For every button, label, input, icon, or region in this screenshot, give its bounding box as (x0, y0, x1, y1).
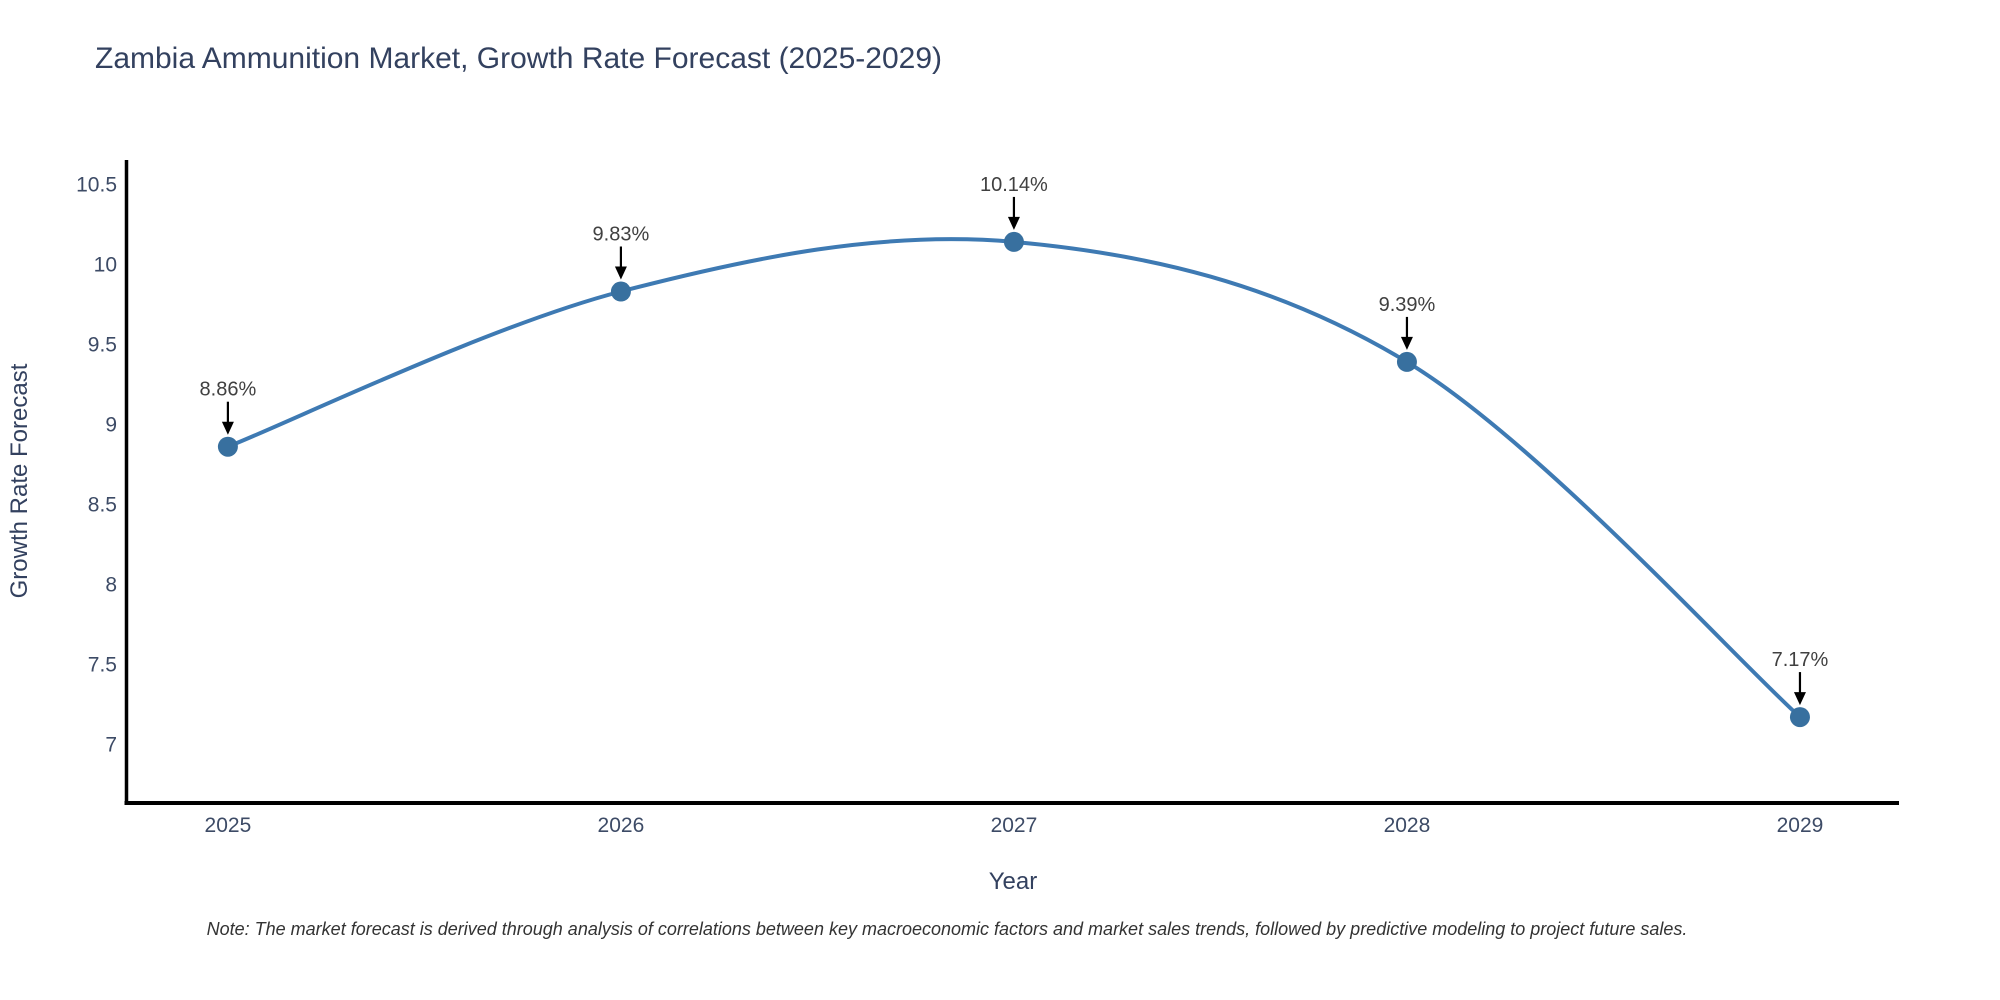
x-axis-tick-labels: 2025 2026 2027 2028 2029 (205, 814, 1824, 837)
x-tick-label: 2028 (1384, 814, 1431, 837)
data-point[interactable] (610, 281, 631, 302)
point-value-label: 9.39% (1379, 294, 1436, 316)
series-line-path (225, 237, 1802, 720)
chart-title: Zambia Ammunition Market, Growth Rate Fo… (95, 42, 942, 75)
data-point[interactable] (1003, 231, 1024, 252)
x-axis-title: Year (989, 868, 1038, 895)
annotation-arrowhead-icon (614, 266, 627, 280)
annotation-arrowhead-icon (1007, 216, 1020, 230)
y-axis-title: Growth Rate Forecast (6, 363, 33, 598)
point-value-label: 8.86% (200, 379, 257, 401)
y-tick-label: 10 (94, 253, 117, 276)
y-axis-tick-labels: 7 7.5 8 8.5 9 9.5 10 10.5 (76, 173, 117, 756)
axes (124, 160, 1899, 805)
annotation-arrowhead-icon (1400, 336, 1413, 350)
data-point[interactable] (217, 436, 238, 457)
annotation-arrowhead-icon (1793, 692, 1806, 706)
series-spline (217, 231, 1810, 728)
data-point[interactable] (1396, 351, 1417, 372)
x-tick-label: 2029 (1777, 814, 1824, 837)
y-tick-label: 8.5 (88, 493, 117, 516)
x-tick-label: 2027 (991, 814, 1038, 837)
y-tick-label: 9.5 (88, 333, 117, 356)
point-value-label: 7.17% (1772, 649, 1829, 671)
y-tick-label: 8 (105, 573, 117, 596)
point-annotations: 8.86% 9.83% 10.14% 9.39% 7.17% (200, 174, 1829, 706)
y-tick-label: 7.5 (88, 653, 117, 676)
annotation-arrowhead-icon (221, 421, 234, 435)
y-tick-label: 10.5 (76, 173, 117, 196)
y-tick-label: 9 (105, 413, 117, 436)
point-value-label: 9.83% (593, 224, 650, 246)
x-tick-label: 2026 (598, 814, 645, 837)
x-tick-label: 2025 (205, 814, 252, 837)
data-point[interactable] (1789, 707, 1810, 728)
footnote: Note: The market forecast is derived thr… (207, 919, 1688, 939)
y-tick-label: 7 (105, 733, 117, 756)
point-value-label: 10.14% (980, 174, 1048, 196)
